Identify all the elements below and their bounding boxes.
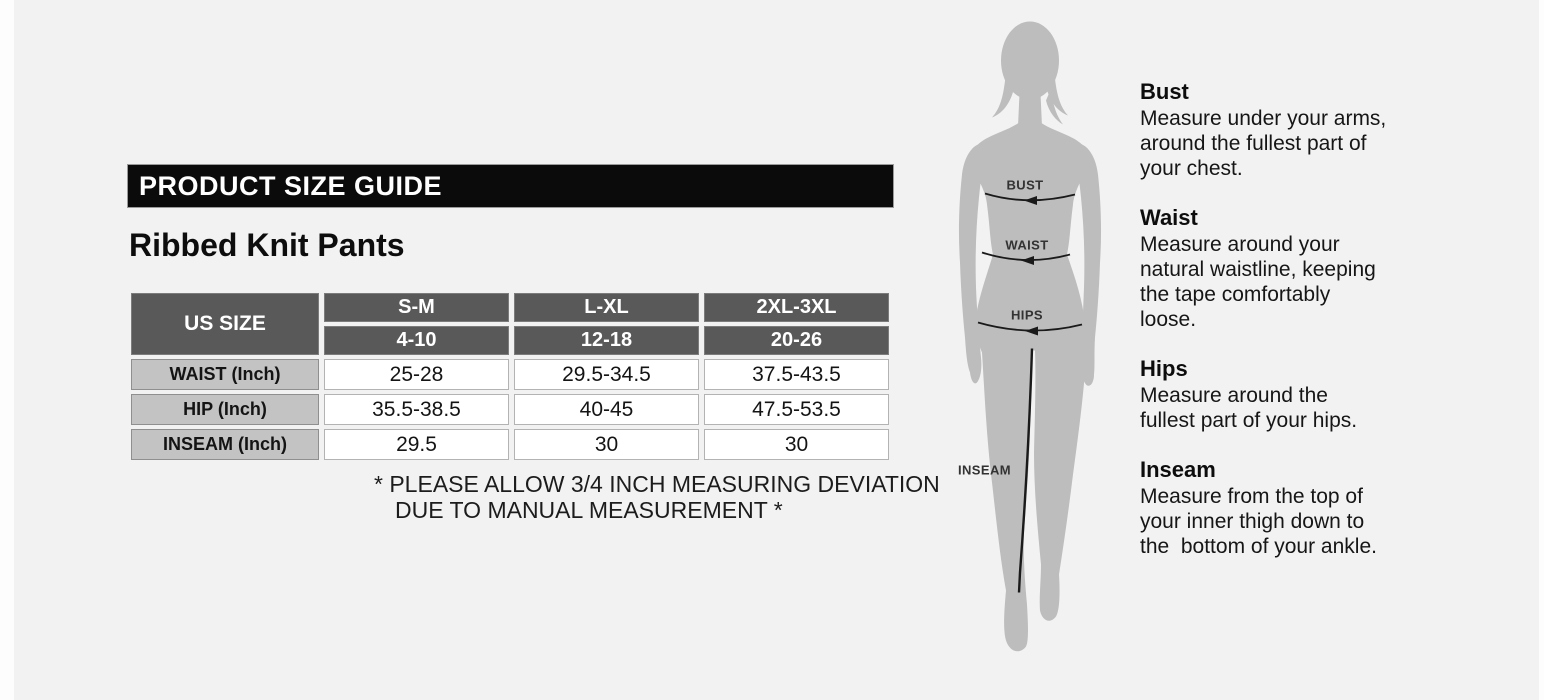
measure-section-bust: Bust Measure under your arms, around the… — [1140, 78, 1430, 181]
measure-heading: Hips — [1140, 356, 1188, 381]
size-value-cell: 29.5 — [324, 429, 509, 460]
banner: PRODUCT SIZE GUIDE — [127, 164, 894, 208]
table-row: US SIZE S-M L-XL 2XL-3XL — [131, 293, 889, 355]
size-value-cell: 40-45 — [514, 394, 699, 425]
bust-label: BUST — [1007, 178, 1044, 193]
measure-section-inseam: Inseam Measure from the top of your inne… — [1140, 456, 1430, 559]
size-value-cell: 35.5-38.5 — [324, 394, 509, 425]
measure-heading: Inseam — [1140, 457, 1216, 482]
table-corner-cell: US SIZE — [131, 293, 319, 355]
size-value-cell: 25-28 — [324, 359, 509, 390]
size-value-cell: 37.5-43.5 — [704, 359, 889, 390]
silhouette-hair-right-2 — [1046, 88, 1063, 125]
size-number-header: 20-26 — [704, 326, 889, 355]
table-row: INSEAM (Inch) 29.5 30 30 — [131, 429, 889, 460]
silhouette-neck — [1018, 82, 1042, 130]
measure-heading: Bust — [1140, 79, 1189, 104]
size-group-header: S-M — [324, 293, 509, 322]
body-measurement-figure: BUST WAIST HIPS INSEAM — [930, 10, 1130, 660]
table-row: WAIST (Inch) 25-28 29.5-34.5 37.5-43.5 — [131, 359, 889, 390]
measure-guide: Bust Measure under your arms, around the… — [1140, 78, 1430, 582]
size-number-header: 12-18 — [514, 326, 699, 355]
size-value-cell: 30 — [514, 429, 699, 460]
silhouette-left-arm — [958, 143, 986, 384]
silhouette-hair-left — [992, 70, 1014, 118]
measure-section-hips: Hips Measure around the fullest part of … — [1140, 355, 1430, 433]
row-label-hip: HIP (Inch) — [131, 394, 319, 425]
row-label-inseam: INSEAM (Inch) — [131, 429, 319, 460]
hips-label: HIPS — [1011, 308, 1043, 323]
measure-text: Measure around the fullest part of your … — [1140, 384, 1358, 432]
silhouette-hair-right — [1046, 68, 1068, 116]
measure-text: Measure under your arms, around the full… — [1140, 107, 1387, 180]
row-label-waist: WAIST (Inch) — [131, 359, 319, 390]
measure-text: Measure around your natural waistline, k… — [1140, 233, 1376, 331]
size-table: US SIZE S-M L-XL 2XL-3XL 4-10 12-18 20-2… — [126, 289, 894, 464]
waist-label: WAIST — [1005, 238, 1048, 253]
size-value-cell: 29.5-34.5 — [514, 359, 699, 390]
table-row: 4-10 12-18 20-26 — [131, 326, 889, 355]
waist-arrowhead-icon — [1021, 256, 1034, 265]
measure-heading: Waist — [1140, 205, 1198, 230]
disclaimer-line-1: * PLEASE ALLOW 3/4 INCH MEASURING DEVIAT… — [374, 471, 940, 497]
product-title: Ribbed Knit Pants — [129, 227, 405, 263]
disclaimer-line-2: DUE TO MANUAL MEASUREMENT * — [395, 497, 783, 523]
banner-title: PRODUCT SIZE GUIDE — [139, 170, 443, 201]
page-margin-left — [0, 0, 14, 700]
inseam-line — [1017, 348, 1034, 593]
size-group-header: 2XL-3XL — [704, 293, 889, 322]
hips-arrowhead-icon — [1025, 326, 1038, 336]
size-value-cell: 47.5-53.5 — [704, 394, 889, 425]
size-value-cell: 30 — [704, 429, 889, 460]
measure-section-waist: Waist Measure around your natural waistl… — [1140, 204, 1430, 332]
silhouette-right-arm — [1074, 143, 1102, 386]
table-row: HIP (Inch) 35.5-38.5 40-45 47.5-53.5 — [131, 394, 889, 425]
size-group-header: L-XL — [514, 293, 699, 322]
silhouette-head — [1001, 21, 1059, 100]
inseam-label: INSEAM — [958, 463, 1011, 478]
bust-arrowhead-icon — [1024, 196, 1037, 205]
size-number-header: 4-10 — [324, 326, 509, 355]
page-margin-right — [1539, 0, 1544, 700]
measure-text: Measure from the top of your inner thigh… — [1140, 485, 1377, 558]
